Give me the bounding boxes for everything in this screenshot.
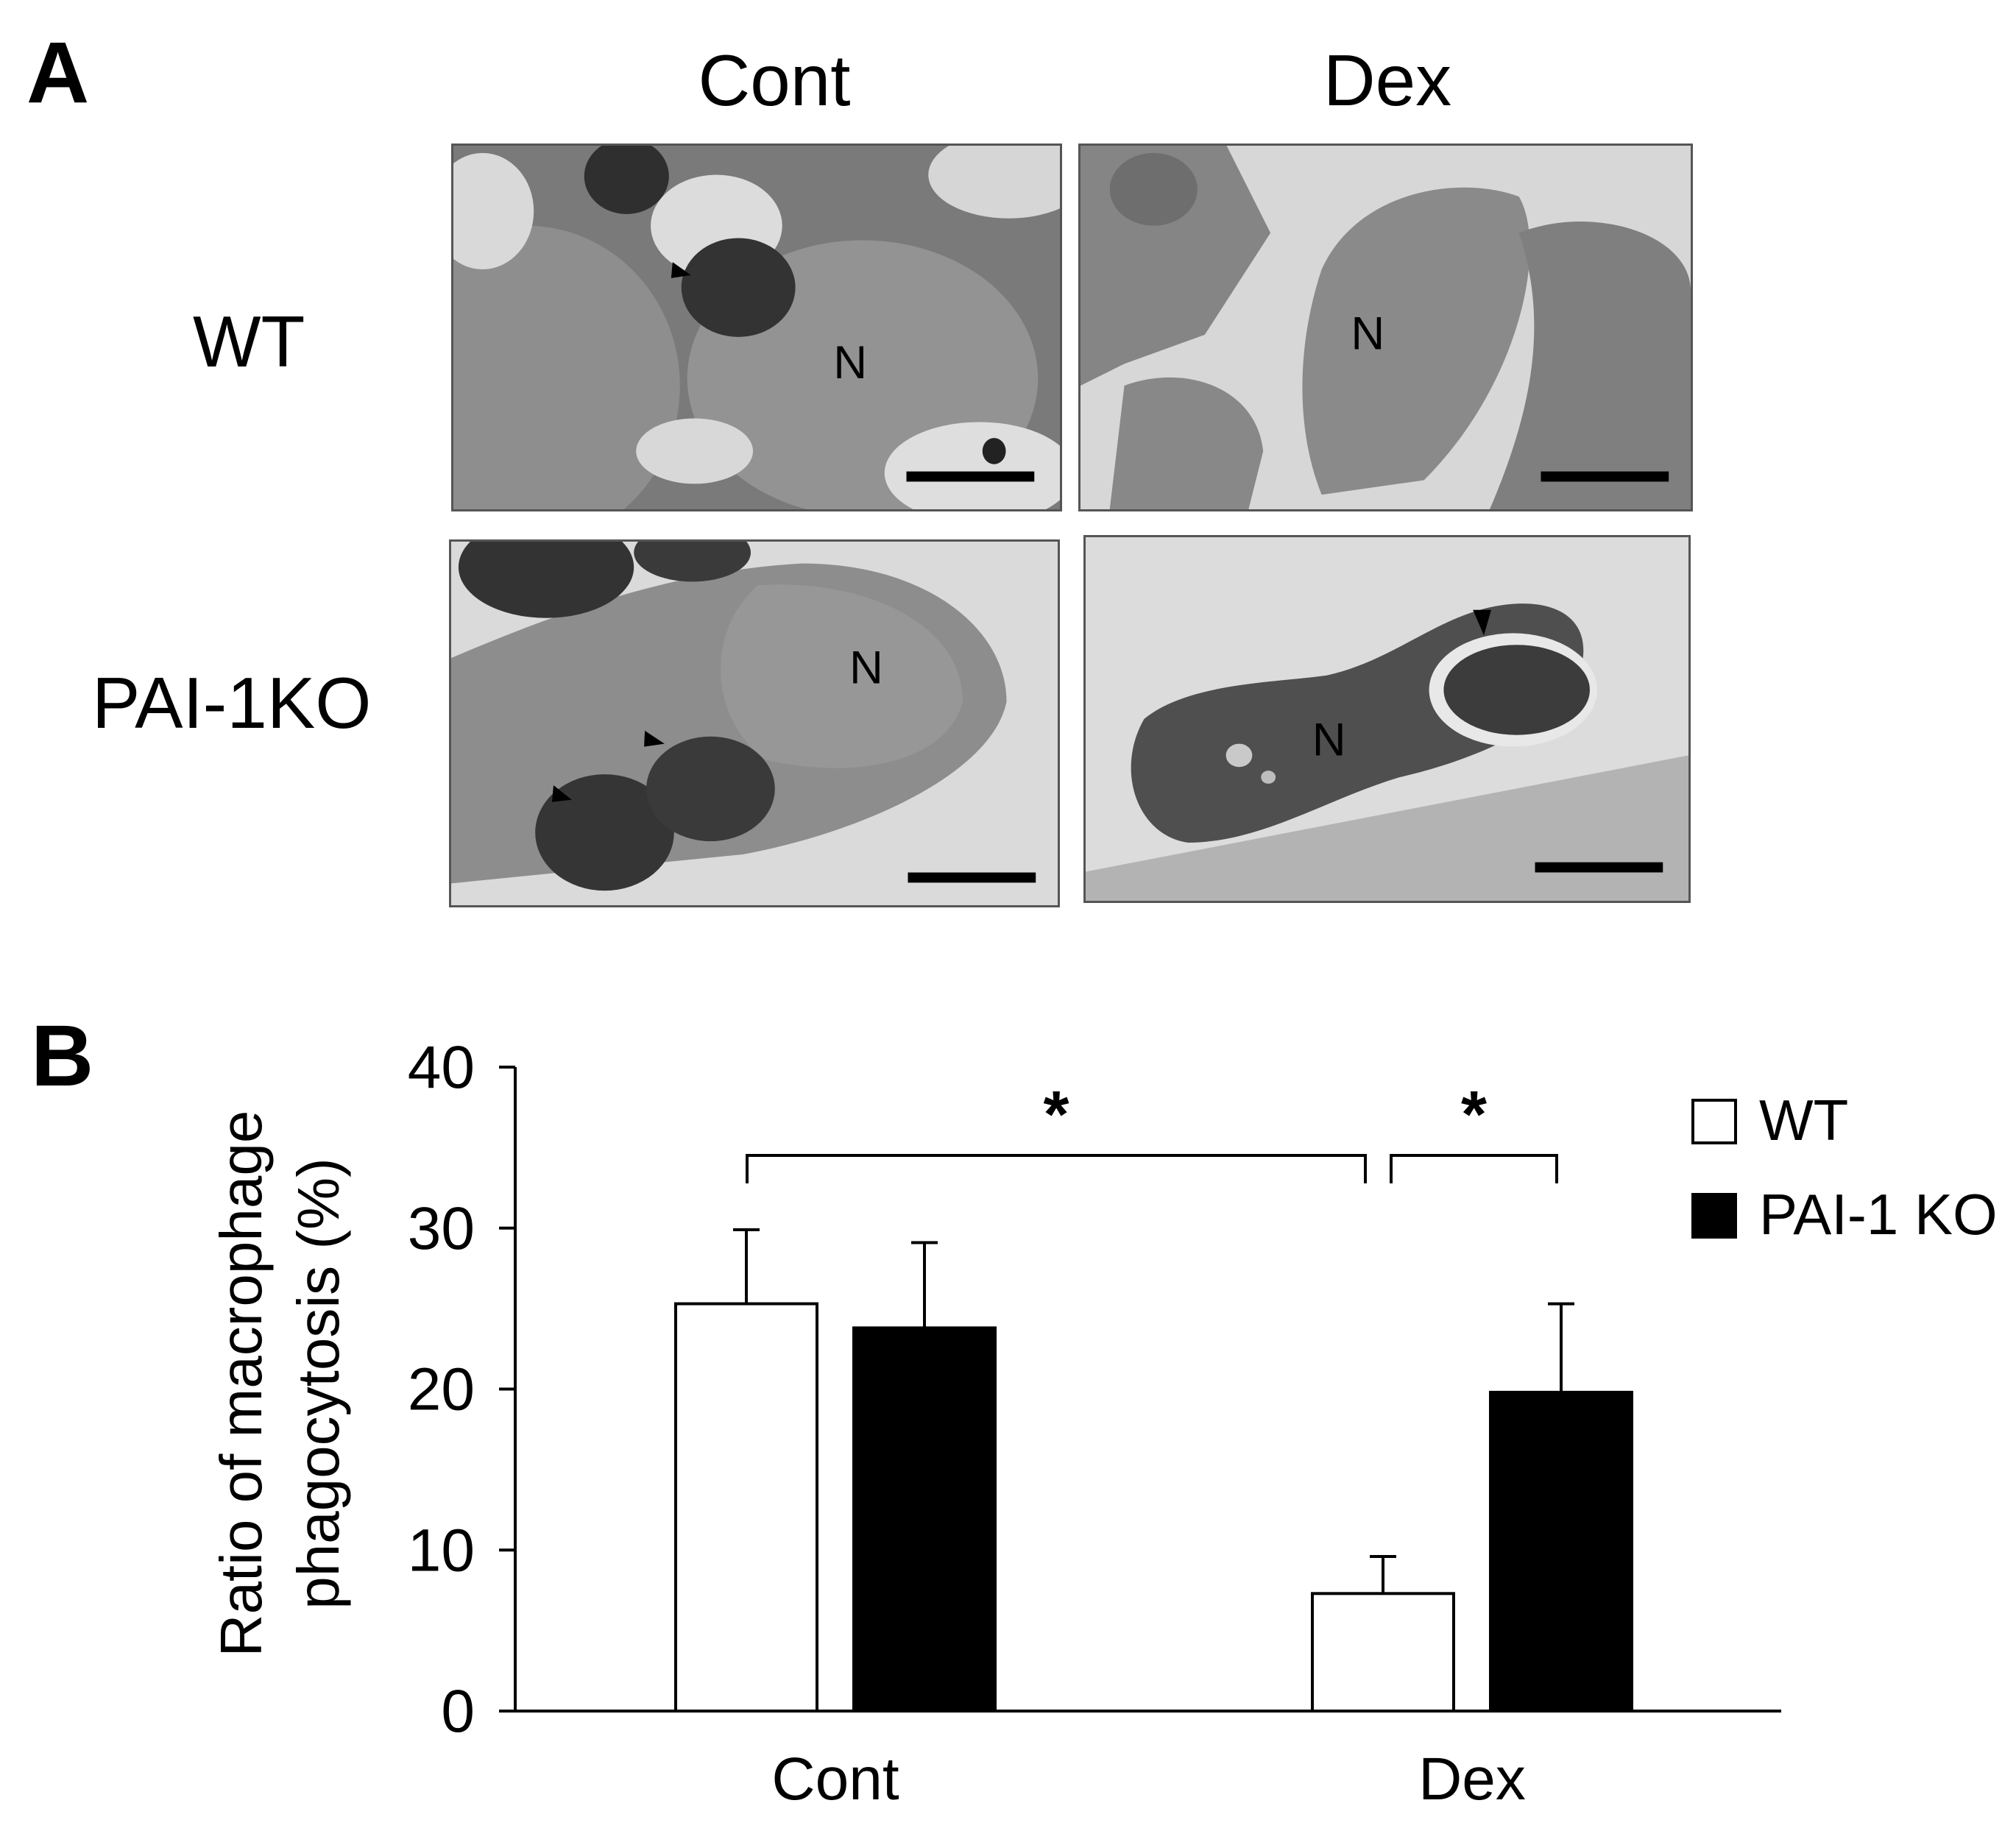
y-tick-label: 20 <box>408 1356 475 1423</box>
column-label-dex: Dex <box>1323 40 1452 121</box>
nucleus-label: N <box>849 642 883 694</box>
y-axis-label-line2: phagocytosis (%) <box>286 1158 351 1609</box>
x-tick-label: Dex <box>1418 1746 1526 1813</box>
column-label-cont: Cont <box>698 40 851 121</box>
significance-star: * <box>1461 1078 1487 1152</box>
x-tick-label: Cont <box>771 1746 899 1813</box>
bar-pai-1-ko-dex <box>1489 1390 1633 1713</box>
y-tick-label: 30 <box>408 1195 475 1262</box>
bar-wt-cont <box>674 1302 818 1713</box>
nucleus-label: N <box>1351 308 1384 360</box>
nucleus-label: N <box>1312 715 1346 766</box>
nucleus-label: N <box>833 337 867 389</box>
panel-b-letter: B <box>31 1007 94 1105</box>
bar-chart: 0 10 20 30 40 Cont Dex * * WT PAI-1 KO Ratio of … <box>208 1034 1998 1813</box>
micrograph-pai1ko-cont: N <box>449 539 1060 907</box>
y-tick-label: 10 <box>408 1517 475 1584</box>
legend-swatch-pai-1-ko <box>1691 1193 1737 1239</box>
legend-swatch-wt <box>1691 1099 1737 1144</box>
y-tick-label: 0 <box>441 1678 475 1745</box>
panel-a-letter: A <box>26 24 90 121</box>
micrograph-pai1ko-dex: N <box>1083 535 1691 903</box>
y-axis-label-line1: Ratio of macrophage <box>208 1111 274 1657</box>
micrograph-wt-cont: N <box>451 144 1062 511</box>
bar-pai-1-ko-cont <box>852 1326 997 1713</box>
significance-bracket <box>746 1154 1367 1183</box>
legend-label-pai-1-ko: PAI-1 KO <box>1759 1182 1998 1247</box>
y-tick-label: 40 <box>408 1034 475 1101</box>
legend-label-wt: WT <box>1759 1088 1848 1152</box>
row-label-pai1ko: PAI-1KO <box>92 662 372 743</box>
significance-star: * <box>1043 1078 1069 1152</box>
bar-wt-dex <box>1311 1592 1455 1713</box>
significance-bracket <box>1390 1154 1558 1183</box>
row-label-wt: WT <box>193 301 305 382</box>
micrograph-wt-dex: N <box>1078 144 1693 511</box>
